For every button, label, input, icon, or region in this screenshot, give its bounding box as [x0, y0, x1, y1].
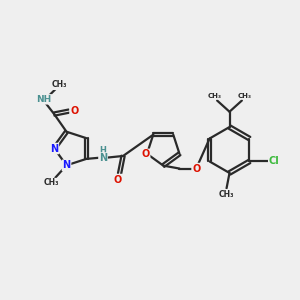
Text: CH₃: CH₃ [208, 93, 222, 99]
Text: O: O [141, 149, 150, 159]
Text: O: O [192, 164, 200, 173]
Text: CH₃: CH₃ [219, 190, 234, 199]
Text: CH₃: CH₃ [237, 93, 251, 99]
Text: Cl: Cl [269, 157, 280, 166]
Text: CH₃: CH₃ [44, 178, 59, 188]
Text: CH₃: CH₃ [52, 80, 68, 89]
Text: NH: NH [36, 95, 52, 104]
Text: O: O [70, 106, 78, 116]
Text: N: N [99, 153, 107, 163]
Text: H: H [100, 146, 106, 155]
Text: O: O [114, 175, 122, 184]
Text: N: N [50, 143, 58, 154]
Text: N: N [62, 160, 70, 170]
